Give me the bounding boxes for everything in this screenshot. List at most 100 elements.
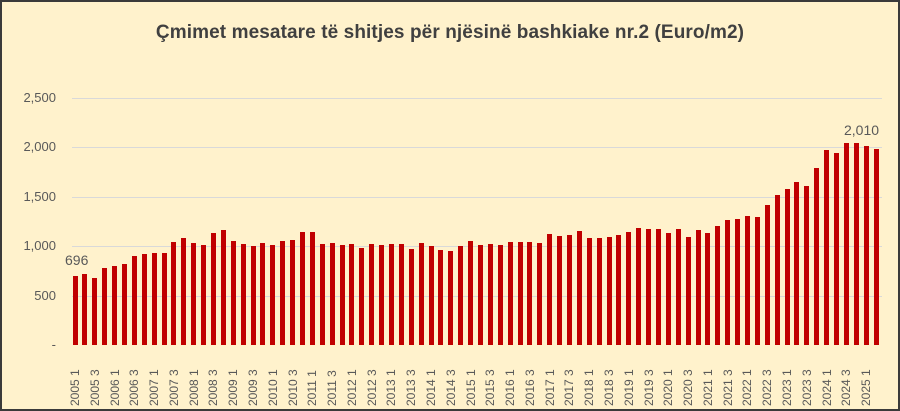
x-tick-label: 2014 3 xyxy=(444,369,458,406)
bar xyxy=(488,244,493,345)
bar xyxy=(448,251,453,345)
x-tick-label: 2007 1 xyxy=(147,369,161,406)
bar xyxy=(874,149,879,345)
x-tick-label: 2017 1 xyxy=(543,369,557,406)
bar xyxy=(201,245,206,345)
bar xyxy=(468,241,473,345)
x-tick-label: 2006 1 xyxy=(108,369,122,406)
bar xyxy=(122,264,127,345)
bar xyxy=(82,274,87,345)
x-tick-label: 2008 3 xyxy=(206,369,220,406)
bar xyxy=(587,238,592,345)
x-tick-label: 2007 3 xyxy=(167,369,181,406)
bar xyxy=(518,242,523,345)
bar xyxy=(824,150,829,345)
x-tick-label: 2023 3 xyxy=(800,369,814,406)
bar xyxy=(755,217,760,345)
x-tick-label: 2020 1 xyxy=(661,369,675,406)
bar xyxy=(844,143,849,345)
x-tick-label: 2015 1 xyxy=(464,369,478,406)
bar xyxy=(300,232,305,345)
gridline xyxy=(72,197,882,198)
x-tick-label: 2024 1 xyxy=(820,369,834,406)
bar xyxy=(597,238,602,345)
bar xyxy=(745,216,750,345)
x-tick-label: 2019 1 xyxy=(622,369,636,406)
bar xyxy=(162,253,167,345)
x-tick-label: 2005 3 xyxy=(88,369,102,406)
bar xyxy=(527,242,532,345)
gridline xyxy=(72,296,882,297)
bar xyxy=(626,232,631,345)
bar xyxy=(142,254,147,345)
bar xyxy=(359,248,364,345)
bar xyxy=(270,245,275,345)
bar xyxy=(715,226,720,345)
bar xyxy=(508,242,513,345)
bar xyxy=(547,234,552,345)
bar xyxy=(607,237,612,345)
bar xyxy=(735,219,740,345)
bar xyxy=(112,266,117,345)
x-tick-label: 2013 3 xyxy=(404,369,418,406)
bar xyxy=(171,242,176,345)
bar xyxy=(349,244,354,345)
bar xyxy=(438,250,443,345)
bar xyxy=(854,143,859,345)
bar xyxy=(330,243,335,345)
bar xyxy=(389,244,394,345)
x-tick-label: 2014 1 xyxy=(424,369,438,406)
x-tick-label: 2010 3 xyxy=(286,369,300,406)
bar xyxy=(320,244,325,345)
bar xyxy=(646,229,651,345)
bar xyxy=(656,229,661,345)
y-tick-label: 1,500 xyxy=(23,189,56,204)
x-tick-label: 2024 3 xyxy=(839,369,853,406)
bar xyxy=(864,146,869,345)
bar xyxy=(458,246,463,345)
x-tick-label: 2010 1 xyxy=(266,369,280,406)
bar xyxy=(775,195,780,345)
x-tick-label: 2023 1 xyxy=(780,369,794,406)
bar xyxy=(696,230,701,345)
x-tick-label: 2021 1 xyxy=(701,369,715,406)
bar xyxy=(102,268,107,345)
bar xyxy=(231,241,236,345)
bar xyxy=(251,246,256,345)
x-tick-label: 2006 3 xyxy=(127,369,141,406)
chart-title: Çmimet mesatare të shitjes për njësinë b… xyxy=(155,22,745,43)
bar xyxy=(191,243,196,345)
bar xyxy=(765,205,770,345)
x-tick-label: 2013 1 xyxy=(384,369,398,406)
x-tick-label: 2017 3 xyxy=(562,369,576,406)
bar xyxy=(785,189,790,345)
bar xyxy=(557,236,562,345)
x-tick-label: 2022 1 xyxy=(740,369,754,406)
bar xyxy=(814,168,819,345)
x-tick-label: 2011 1 xyxy=(305,370,319,406)
x-tick-label: 2018 3 xyxy=(602,369,616,406)
x-tick-label: 2019 3 xyxy=(642,369,656,406)
bar xyxy=(409,249,414,345)
bar xyxy=(616,235,621,345)
bar xyxy=(794,182,799,345)
x-tick-label: 2009 1 xyxy=(226,369,240,406)
bar xyxy=(725,220,730,345)
x-tick-label: 2018 1 xyxy=(582,369,596,406)
bar xyxy=(92,278,97,345)
y-tick-label: 500 xyxy=(34,288,56,303)
bar xyxy=(498,245,503,345)
bar xyxy=(399,244,404,345)
bar xyxy=(429,246,434,345)
bar xyxy=(577,231,582,345)
y-tick-label: 1,000 xyxy=(23,238,56,253)
bar xyxy=(676,229,681,345)
y-tick-label: 2,000 xyxy=(23,139,56,154)
y-tick-label: - xyxy=(51,337,56,352)
x-tick-label: 2005 1 xyxy=(68,369,82,406)
bar xyxy=(211,233,216,345)
data-label: 696 xyxy=(65,252,89,268)
bar xyxy=(310,232,315,345)
bar xyxy=(419,243,424,345)
